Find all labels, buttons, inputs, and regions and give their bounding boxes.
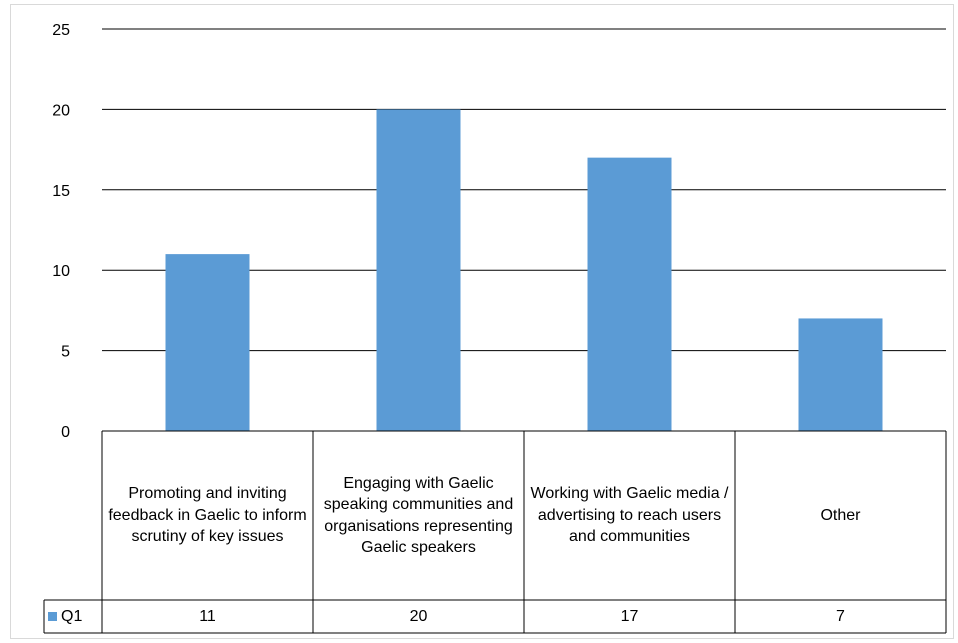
y-tick-label: 25	[52, 22, 70, 39]
x-category-label: Other	[820, 506, 861, 524]
y-tick-label: 20	[52, 102, 70, 119]
x-category-label: Engaging with Gaelic speaking communitie…	[323, 474, 514, 557]
y-tick-label: 10	[52, 263, 70, 280]
y-tick-label: 0	[61, 424, 70, 441]
data-table-value: 7	[836, 607, 845, 625]
x-category-label: Working with Gaelic media / advertising …	[530, 485, 729, 546]
data-table-value: 11	[199, 607, 216, 625]
bar	[798, 318, 883, 431]
legend-series-name: Q1	[61, 607, 83, 625]
legend-key: Q1	[48, 600, 82, 633]
bar	[165, 254, 250, 431]
x-category-label: Promoting and inviting feedback in Gaeli…	[108, 485, 307, 546]
data-table-value: 20	[409, 607, 428, 625]
legend-swatch	[48, 612, 57, 621]
y-tick-label: 15	[52, 183, 70, 200]
y-tick-label: 5	[61, 344, 70, 361]
chart-area	[10, 4, 954, 639]
bar	[376, 109, 461, 432]
bar	[587, 157, 672, 431]
data-table-value: 17	[620, 607, 639, 625]
